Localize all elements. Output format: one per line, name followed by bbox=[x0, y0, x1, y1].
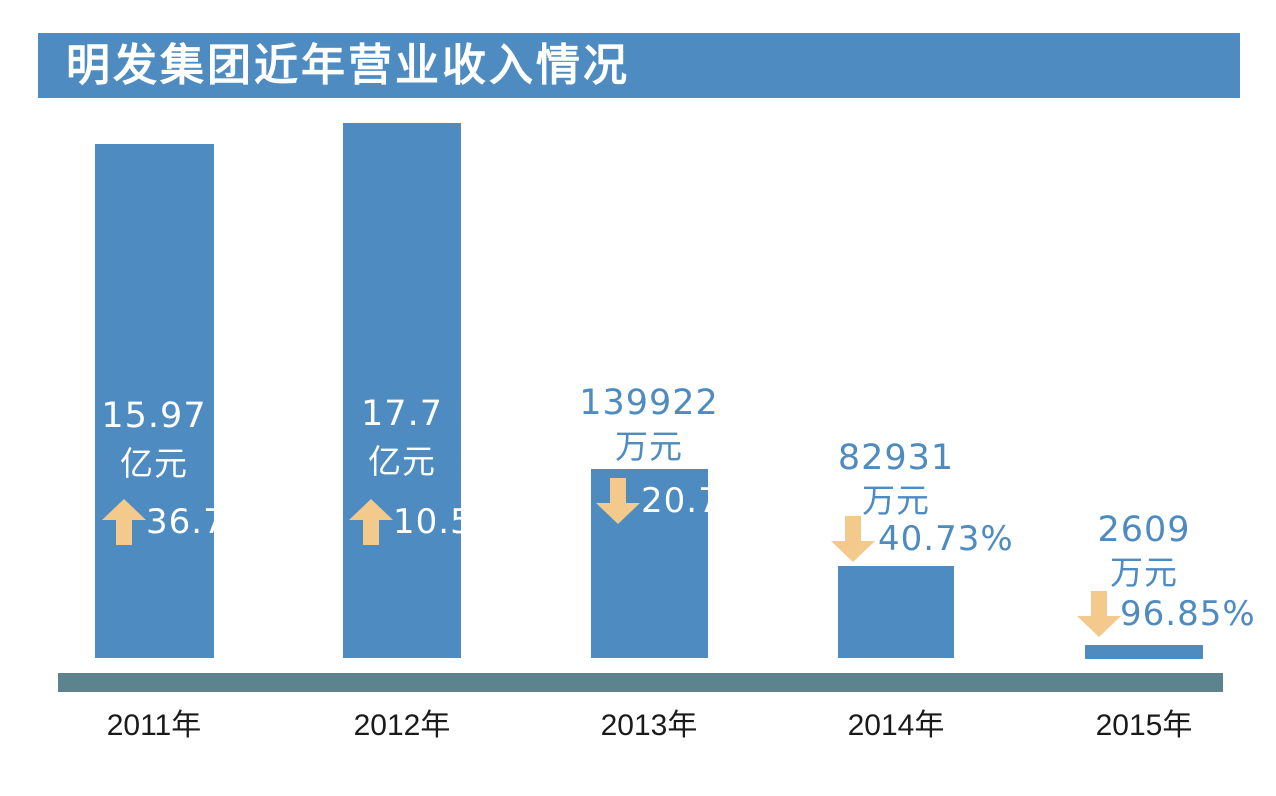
value-label-2012: 17.7 bbox=[361, 394, 443, 434]
down-arrow-icon bbox=[831, 516, 875, 562]
year-label-2011: 2011年 bbox=[106, 709, 202, 742]
title-bar: 明发集团近年营业收入情况 bbox=[38, 33, 1240, 98]
unit-label-2011: 亿元 bbox=[120, 444, 188, 483]
value-label-2011: 15.97 bbox=[101, 396, 207, 436]
up-arrow-icon bbox=[102, 499, 146, 545]
up-arrow-icon bbox=[349, 499, 393, 545]
year-label-2015: 2015年 bbox=[1095, 709, 1193, 742]
change-label-2012: 10.5% bbox=[393, 502, 507, 542]
value-label-2013: 139922 bbox=[579, 383, 719, 423]
year-label-2013: 2013年 bbox=[600, 709, 698, 742]
year-label-2012: 2012年 bbox=[353, 709, 451, 742]
bar-2015 bbox=[1085, 645, 1203, 659]
bar-2014 bbox=[838, 566, 954, 658]
value-label-2015: 2609 bbox=[1097, 510, 1191, 550]
year-label-2014: 2014年 bbox=[847, 709, 945, 742]
unit-label-2013: 万元 bbox=[615, 427, 683, 466]
change-label-2014: 40.73% bbox=[878, 519, 1014, 559]
change-label-2013: 20.7% bbox=[641, 481, 755, 521]
bar-2012 bbox=[343, 123, 461, 658]
down-arrow-icon bbox=[1077, 591, 1121, 637]
change-label-2015: 96.85% bbox=[1120, 594, 1256, 634]
x-axis-baseline bbox=[58, 673, 1223, 692]
change-label-2011: 36.7% bbox=[146, 502, 260, 542]
bar-2011 bbox=[95, 144, 214, 658]
unit-label-2015: 万元 bbox=[1110, 553, 1178, 592]
value-label-2014: 82931 bbox=[837, 438, 955, 478]
page-title: 明发集团近年营业收入情况 bbox=[66, 40, 630, 91]
unit-label-2014: 万元 bbox=[862, 481, 930, 520]
down-arrow-icon bbox=[596, 478, 640, 524]
unit-label-2012: 亿元 bbox=[368, 442, 436, 481]
